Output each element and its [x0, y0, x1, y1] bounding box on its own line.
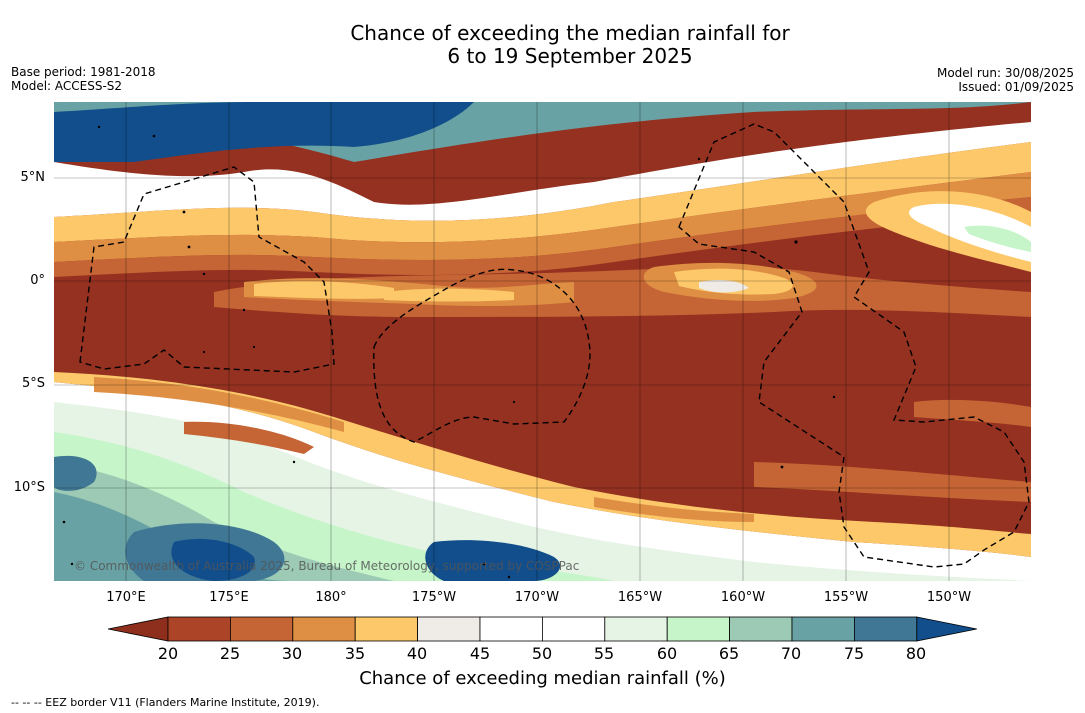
- lat-label-0: 0°: [30, 273, 45, 288]
- colorbar-label: 40: [406, 644, 428, 663]
- issued-date: Issued: 01/09/2025: [958, 80, 1074, 94]
- model-run-date: Model run: 30/08/2025: [936, 66, 1074, 80]
- colorbar-label: 75: [843, 644, 865, 663]
- colorbar-swatch: [354, 616, 418, 642]
- colorbar-swatch: [479, 616, 543, 642]
- colorbar-label: 50: [531, 644, 553, 663]
- lat-label-10s: 10°S: [13, 480, 45, 495]
- lon-label-160w: 160°W: [720, 590, 766, 605]
- lon-label-170w: 170°W: [514, 590, 560, 605]
- colorbar-label: 45: [469, 644, 491, 663]
- colorbar-extend-high: [916, 616, 977, 642]
- lon-label-170e: 170°E: [106, 590, 146, 605]
- colorbar-label: 60: [656, 644, 678, 663]
- base-period: Base period: 1981-2018: [11, 65, 156, 79]
- colorbar-label: 55: [593, 644, 615, 663]
- colorbar: [108, 616, 977, 642]
- colorbar-extend-low: [108, 616, 169, 642]
- colorbar-title: Chance of exceeding median rainfall (%): [359, 668, 726, 689]
- colorbar-label: 20: [157, 644, 179, 663]
- colorbar-label: 65: [718, 644, 740, 663]
- map-title: Chance of exceeding the median rainfall …: [0, 22, 1085, 68]
- lon-label-150w: 150°W: [926, 590, 972, 605]
- colorbar-label: 30: [281, 644, 303, 663]
- lon-label-175e: 175°E: [209, 590, 249, 605]
- colorbar-swatch: [666, 616, 731, 642]
- colorbar-swatch: [791, 616, 855, 642]
- colorbar-label: 70: [780, 644, 802, 663]
- model-name: Model: ACCESS-S2: [11, 79, 123, 93]
- title-line-2: 6 to 19 September 2025: [447, 44, 693, 68]
- model-info: Base period: 1981-2018 Model: ACCESS-S2: [11, 65, 156, 93]
- rainfall-map: © Commonwealth of Australia 2025, Bureau…: [54, 102, 1031, 581]
- lat-label-5s: 5°S: [21, 376, 45, 391]
- lon-label-180: 180°: [315, 590, 347, 605]
- run-info: Model run: 30/08/2025 Issued: 01/09/2025: [937, 66, 1074, 94]
- colorbar-label: 25: [219, 644, 241, 663]
- lon-label-155w: 155°W: [823, 590, 869, 605]
- colorbar-label: 80: [905, 644, 927, 663]
- copyright-notice: © Commonwealth of Australia 2025, Bureau…: [74, 559, 579, 573]
- colorbar-swatch: [854, 616, 918, 642]
- colorbar-swatch: [292, 616, 356, 642]
- lon-label-175w: 175°W: [411, 590, 457, 605]
- title-line-1: Chance of exceeding the median rainfall …: [350, 21, 790, 45]
- colorbar-swatch: [541, 616, 606, 642]
- lon-label-165w: 165°W: [617, 590, 663, 605]
- colorbar-swatch: [167, 616, 231, 642]
- eez-border-legend: -- -- -- EEZ border V11 (Flanders Marine…: [11, 696, 320, 709]
- colorbar-swatch: [417, 616, 481, 642]
- colorbar-swatch: [604, 616, 668, 642]
- colorbar-label: 35: [344, 644, 366, 663]
- colorbar-swatch: [230, 616, 294, 642]
- colorbar-swatch: [729, 616, 793, 642]
- lat-label-5n: 5°N: [20, 170, 46, 185]
